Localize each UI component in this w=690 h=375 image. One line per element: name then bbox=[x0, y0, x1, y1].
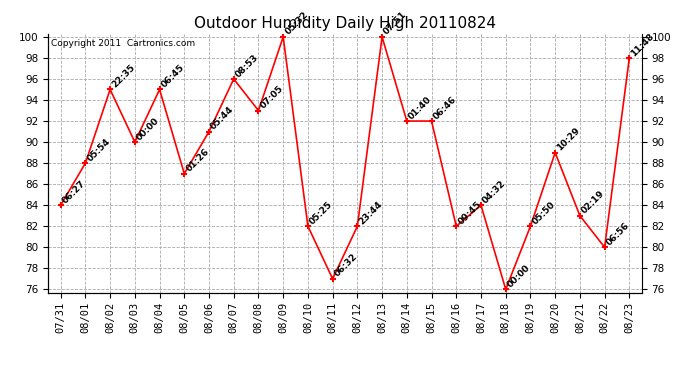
Text: 00:00: 00:00 bbox=[506, 263, 532, 290]
Text: 05:50: 05:50 bbox=[531, 200, 557, 226]
Text: 01:26: 01:26 bbox=[184, 147, 211, 174]
Text: 05:32: 05:32 bbox=[283, 10, 310, 37]
Text: 05:25: 05:25 bbox=[308, 200, 335, 226]
Text: 05:44: 05:44 bbox=[209, 105, 236, 132]
Text: 07:51: 07:51 bbox=[382, 10, 408, 37]
Text: 11:48: 11:48 bbox=[629, 31, 656, 58]
Text: 06:27: 06:27 bbox=[61, 178, 87, 205]
Text: 04:32: 04:32 bbox=[481, 178, 508, 205]
Text: 23:44: 23:44 bbox=[357, 200, 384, 226]
Text: 06:46: 06:46 bbox=[431, 94, 458, 121]
Text: 22:35: 22:35 bbox=[110, 63, 137, 90]
Text: 10:29: 10:29 bbox=[555, 126, 582, 153]
Text: 09:45: 09:45 bbox=[456, 200, 483, 226]
Text: 07:05: 07:05 bbox=[259, 84, 285, 111]
Text: 01:40: 01:40 bbox=[407, 94, 433, 121]
Text: 08:53: 08:53 bbox=[234, 53, 260, 79]
Text: 06:45: 06:45 bbox=[159, 63, 186, 90]
Text: 02:19: 02:19 bbox=[580, 189, 607, 216]
Text: 06:56: 06:56 bbox=[604, 221, 631, 247]
Text: 06:32: 06:32 bbox=[333, 252, 359, 279]
Text: Copyright 2011  Cartronics.com: Copyright 2011 Cartronics.com bbox=[51, 39, 195, 48]
Text: 00:00: 00:00 bbox=[135, 116, 161, 142]
Title: Outdoor Humidity Daily High 20110824: Outdoor Humidity Daily High 20110824 bbox=[194, 16, 496, 31]
Text: 05:54: 05:54 bbox=[86, 136, 112, 163]
